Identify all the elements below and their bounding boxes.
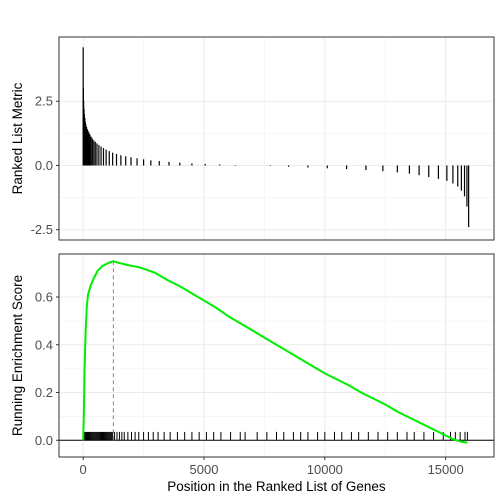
panel-bottom-border — [58, 253, 495, 458]
x-tick-label: 5000 — [190, 462, 219, 477]
x-tick-label: 10000 — [307, 462, 343, 477]
panel-top-background — [59, 37, 494, 240]
y-tick-label: 0.6 — [35, 289, 53, 304]
y-tick-label: -2.5 — [31, 222, 53, 237]
y-tick-label: 0.4 — [35, 337, 53, 352]
panel-running-enrichment-score: 0.0 0.2 0.4 0.6 0 5000 10000 15000 — [35, 253, 495, 477]
y-tick-label: 0.2 — [35, 385, 53, 400]
gene-hit-ticks — [83, 431, 468, 441]
top-y-axis-title: Ranked List Metric — [10, 82, 25, 194]
x-tick-label: 15000 — [428, 462, 464, 477]
x-axis-title: Position in the Ranked List of Genes — [167, 479, 386, 494]
enrichment-score-path — [82, 260, 468, 444]
y-tick-label: 2.5 — [35, 94, 53, 109]
y-tick-label: 0.0 — [35, 158, 53, 173]
x-tick-label: 0 — [80, 462, 87, 477]
y-tick-label: 0.0 — [35, 433, 53, 448]
bottom-y-axis-title: Running Enrichment Score — [10, 275, 25, 436]
panel-ranked-list-metric: -2.5 0.0 2.5 — [31, 36, 495, 241]
panel-top-y-axis: -2.5 0.0 2.5 — [31, 94, 59, 237]
panel-top-border — [58, 36, 495, 241]
enrichment-score-line — [82, 260, 468, 444]
panel-bottom-x-axis: 0 5000 10000 15000 — [80, 457, 464, 477]
panel-bottom-y-axis: 0.0 0.2 0.4 0.6 — [35, 289, 59, 448]
ranked-metric-bars — [82, 47, 470, 228]
